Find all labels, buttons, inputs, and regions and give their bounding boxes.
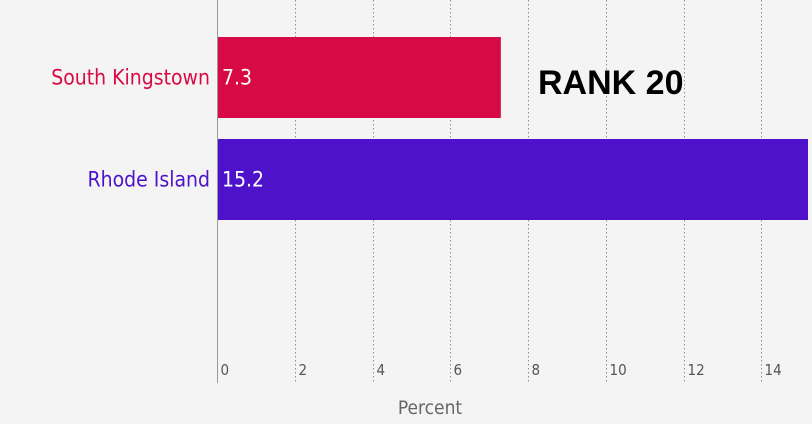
x-tick-label-0: 0 [221,361,230,379]
bar-south-kingstown [218,37,501,118]
x-tick-label-10: 10 [610,361,627,379]
x-axis-title: Percent [398,397,463,419]
x-tick-label-2: 2 [299,361,308,379]
x-tick-label-6: 6 [454,361,463,379]
bars: South Kingstown 7.3 Rhode Island 15.2 [51,37,808,220]
x-tick-label-12: 12 [688,361,705,379]
category-label-0: South Kingstown [51,66,210,90]
value-label-0: 7.3 [222,66,252,90]
bar-rhode-island [218,139,808,220]
x-tick-label-8: 8 [532,361,541,379]
value-label-1: 15.2 [222,168,264,192]
x-tick-label-14: 14 [765,361,782,379]
category-label-1: Rhode Island [88,168,211,192]
rank-label: RANK 20 [538,64,683,102]
x-tick-label-4: 4 [377,361,386,379]
x-axis-ticks: 0 2 4 6 8 10 12 14 [221,361,782,379]
